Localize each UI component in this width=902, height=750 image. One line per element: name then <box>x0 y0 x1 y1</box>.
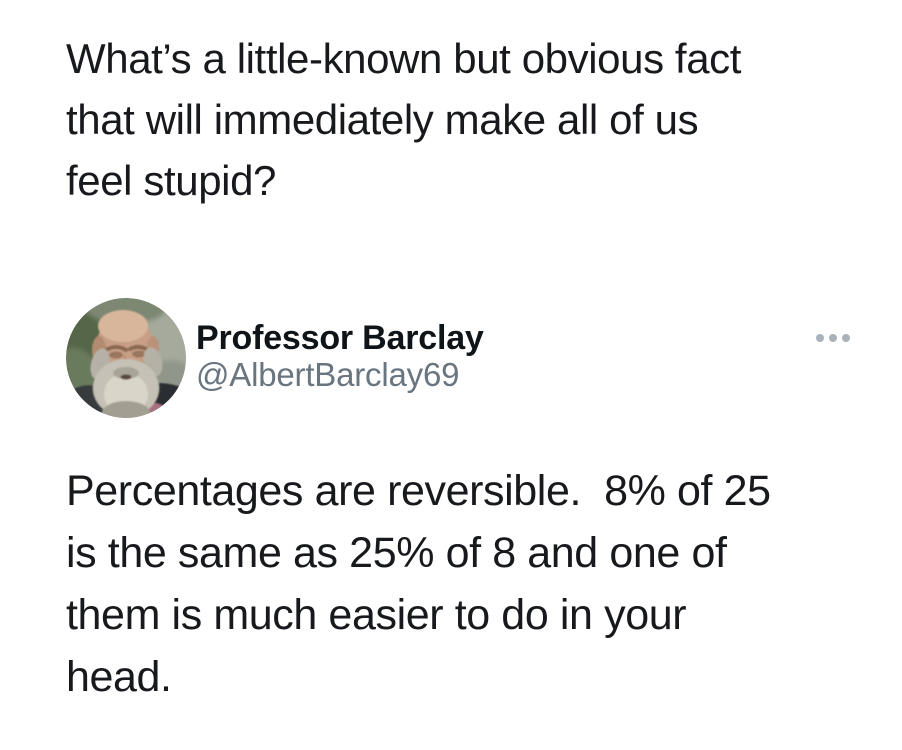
ellipsis-dot <box>816 334 824 342</box>
author-handle[interactable]: @AlbertBarclay69 <box>196 356 460 393</box>
tweet-body-line: head. <box>66 653 172 701</box>
avatar-image <box>66 298 186 418</box>
tweet-body-line: them is much easier to do in your <box>66 591 687 639</box>
question-line: that will immediately make all of us <box>66 96 699 143</box>
ellipsis-horizontal-icon <box>816 334 850 342</box>
tweet-body-line: Percentages are reversible. 8% of 25 <box>66 467 771 515</box>
ellipsis-dot <box>829 334 837 342</box>
tweet-body-line: is the same as 25% of 8 and one of <box>66 529 727 577</box>
question-text: What’s a little-known but obvious fact t… <box>66 28 741 211</box>
tweet-body-text: Percentages are reversible. 8% of 25 is … <box>66 460 771 708</box>
ellipsis-dot <box>842 334 850 342</box>
avatar[interactable] <box>66 298 186 418</box>
more-options-button[interactable] <box>806 323 860 353</box>
question-line: What’s a little-known but obvious fact <box>66 35 742 82</box>
author-display-name[interactable]: Professor Barclay <box>196 319 484 357</box>
question-line: feel stupid? <box>66 157 277 204</box>
author-block: Professor Barclay @AlbertBarclay69 <box>196 320 484 393</box>
